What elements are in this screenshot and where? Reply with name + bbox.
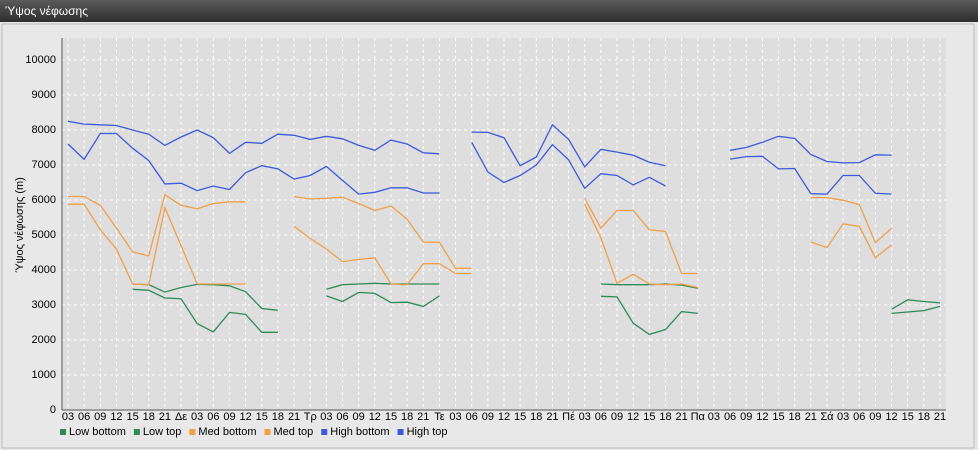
x-tick-label: 03 [320,411,332,423]
y-tick-label: 6000 [32,194,56,206]
y-tick-label: 10000 [25,54,56,66]
x-tick-label: 12 [369,411,381,423]
y-tick-label: 8000 [32,124,56,136]
x-tick-label: 21 [159,411,171,423]
x-tick-label: 09 [740,411,752,423]
y-tick-label: 0 [50,404,56,416]
x-tick-label: 21 [676,411,688,423]
x-tick-label: Σά [820,411,834,423]
x-tick-label: 15 [514,411,526,423]
x-tick-label: Πα [691,411,706,423]
x-tick-label: 12 [885,411,897,423]
legend-label: High bottom [330,426,389,438]
x-tick-label: Πέ [562,411,575,423]
series-line [68,193,893,275]
series-line [68,203,893,289]
x-tick-label: 12 [756,411,768,423]
legend-swatch [189,429,196,435]
x-tick-label: 06 [207,411,219,423]
x-tick-label: 09 [482,411,494,423]
x-tick-label: 18 [659,411,671,423]
x-tick-label: 03 [708,411,720,423]
legend-swatch [264,429,271,435]
legend-label: Low top [143,426,182,438]
y-tick-label: 1000 [32,369,56,381]
x-tick-label: 15 [256,411,268,423]
x-tick-label: 03 [62,411,74,423]
x-tick-label: 09 [611,411,623,423]
x-tick-label: 06 [466,411,478,423]
x-tick-label: 18 [401,411,413,423]
x-tick-label: 15 [772,411,784,423]
x-tick-label: 03 [579,411,591,423]
x-tick-label: 09 [94,411,106,423]
x-tick-label: 15 [126,411,138,423]
x-tick-label: 15 [385,411,397,423]
legend-label: High top [407,426,448,438]
x-tick-label: 06 [853,411,865,423]
x-tick-label: 03 [837,411,849,423]
y-axis-title: Ύψος νέφωσης (m) [14,177,26,273]
x-tick-label: 15 [902,411,914,423]
legend-swatch [60,429,66,435]
x-tick-label: Τρ [304,411,317,423]
x-tick-label: 09 [869,411,881,423]
x-tick-label: 21 [417,411,429,423]
y-tick-label: 2000 [32,334,56,346]
x-tick-label: 21 [934,411,946,423]
x-tick-label: 18 [918,411,930,423]
x-tick-label: 21 [805,411,817,423]
y-tick-label: 9000 [32,89,56,101]
x-tick-label: 03 [449,411,461,423]
legend-label: Med top [274,426,314,438]
x-tick-label: 06 [78,411,90,423]
x-tick-label: 09 [223,411,235,423]
legend-swatch [321,429,328,435]
legend-label: Med bottom [198,426,256,438]
x-tick-label: 18 [143,411,155,423]
x-tick-label: 12 [110,411,122,423]
x-tick-label: 18 [272,411,284,423]
series-line [67,132,892,195]
y-tick-label: 5000 [32,229,56,241]
x-tick-label: 12 [498,411,510,423]
x-tick-label: Τε [434,411,445,423]
x-tick-label: 15 [643,411,655,423]
series-line [67,120,892,168]
chart: Ύψος νέφωσης (m) 0 1000 2000 3000 4000 5000 60… [1,23,975,449]
x-tick-label: 18 [530,411,542,423]
x-tick-label: Δε [175,411,187,423]
y-tick-label: 4000 [32,264,56,276]
x-tick-label: 12 [240,411,252,423]
x-tick-label: 21 [546,411,558,423]
y-tick-label: 3000 [32,299,56,311]
y-tick-label: 7000 [32,159,56,171]
legend-label: Low bottom [69,426,126,438]
x-tick-label: 12 [627,411,639,423]
x-tick-label: 03 [191,411,203,423]
x-tick-label: 06 [724,411,736,423]
x-tick-label: 06 [595,411,607,423]
x-tick-label: 21 [288,411,300,423]
series-line [132,288,941,336]
x-tick-label: 18 [789,411,801,423]
x-tick-label: 06 [336,411,348,423]
legend-swatch [133,429,140,435]
legend-swatch [397,429,404,435]
title-bar: Ύψος νέφωσης [0,0,978,22]
x-tick-label: 09 [353,411,365,423]
